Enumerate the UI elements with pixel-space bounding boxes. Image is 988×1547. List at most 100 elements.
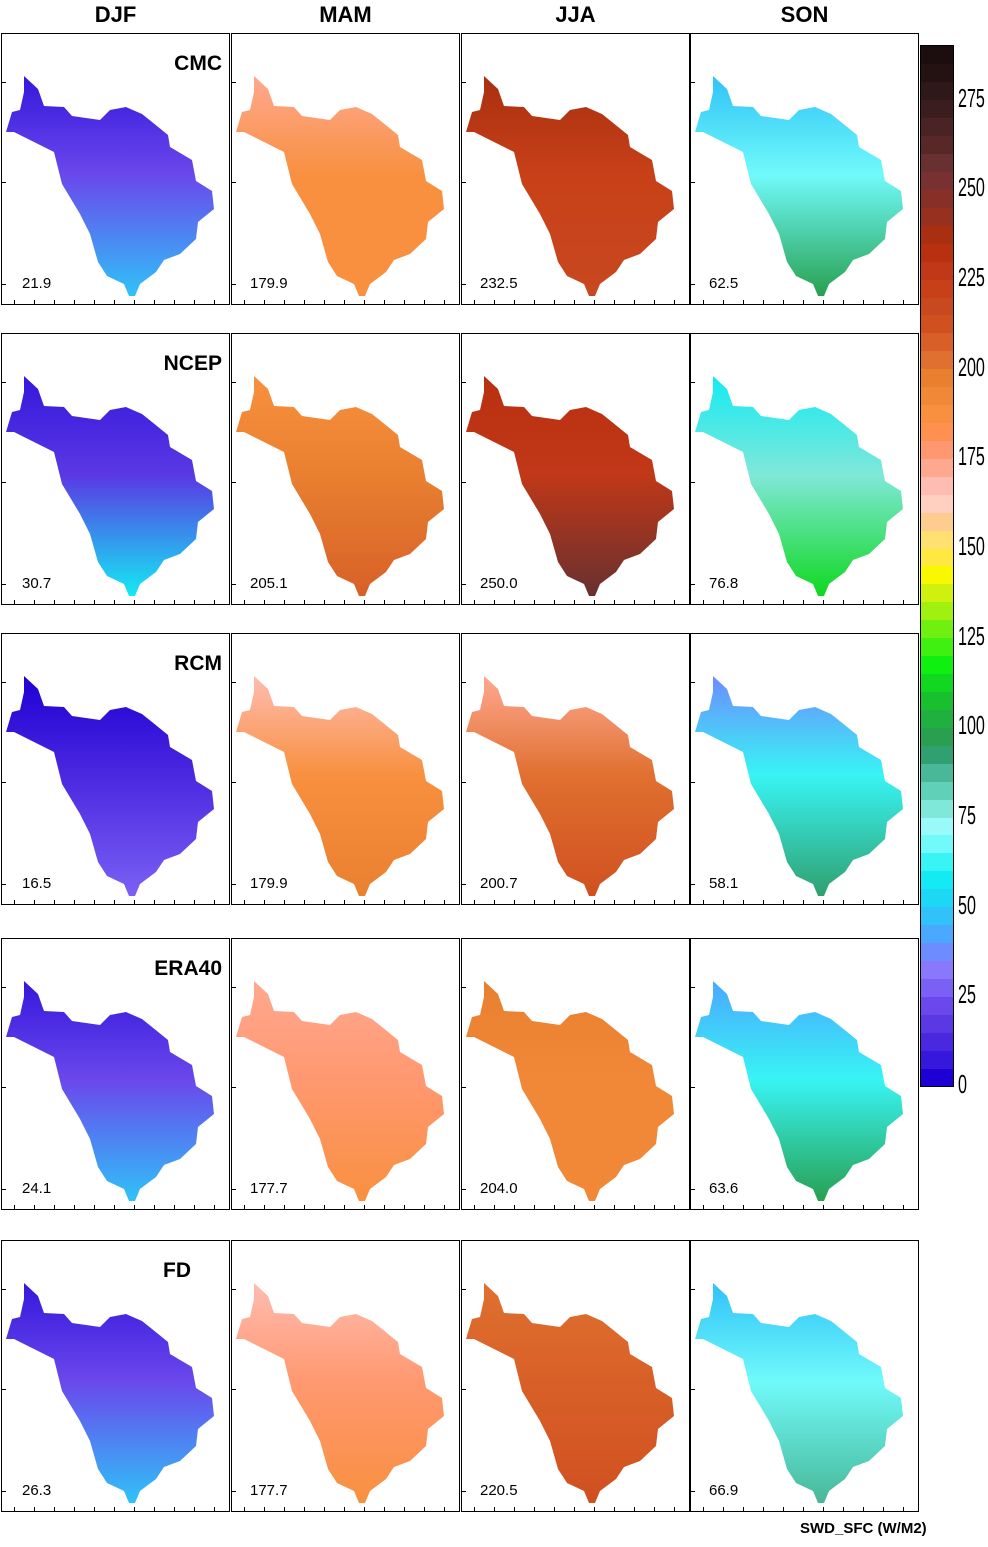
axis-tick <box>803 1507 804 1511</box>
axis-tick <box>883 1205 884 1209</box>
axis-tick <box>691 1189 695 1190</box>
colorbar-swatch <box>921 440 953 459</box>
axis-tick <box>34 1507 35 1511</box>
axis-tick <box>404 600 405 604</box>
colorbar-swatch <box>921 906 953 926</box>
axis-tick <box>34 300 35 304</box>
map-panel-rcm-son: 58.1 <box>690 633 919 905</box>
axis-tick <box>462 1189 466 1190</box>
model-label-rcm: RCM <box>174 652 222 675</box>
axis-tick <box>174 1205 175 1209</box>
axis-tick <box>514 300 515 304</box>
axis-tick <box>232 1491 236 1492</box>
colorbar-swatch <box>921 566 953 585</box>
axis-tick <box>634 1205 635 1209</box>
axis-tick <box>843 1205 844 1209</box>
colorbar-swatch <box>921 46 953 65</box>
axis-tick <box>534 300 535 304</box>
axis-tick <box>863 900 864 904</box>
basin-map <box>236 76 444 296</box>
axis-tick <box>462 987 466 988</box>
colorbar-swatch <box>921 225 953 244</box>
axis-tick <box>344 600 345 604</box>
axis-tick <box>74 1507 75 1511</box>
axis-tick <box>674 600 675 604</box>
axis-tick <box>2 382 6 383</box>
colorbar-swatch <box>921 781 953 800</box>
axis-tick <box>743 1205 744 1209</box>
axis-tick <box>154 1507 155 1511</box>
colorbar-swatch <box>921 548 953 567</box>
axis-tick <box>883 900 884 904</box>
colorbar-swatch <box>921 1050 953 1069</box>
axis-tick <box>244 300 245 304</box>
colorbar-swatch <box>921 601 953 621</box>
colorbar-swatch <box>921 117 953 137</box>
axis-tick <box>703 600 704 604</box>
axis-tick <box>654 900 655 904</box>
basin-shape <box>236 76 444 296</box>
axis-tick <box>514 1507 515 1511</box>
axis-tick <box>344 300 345 304</box>
axis-tick <box>903 300 904 304</box>
axis-tick <box>174 600 175 604</box>
axis-tick <box>462 284 466 285</box>
axis-tick <box>883 300 884 304</box>
axis-tick <box>134 1507 135 1511</box>
axis-tick <box>763 1205 764 1209</box>
axis-tick <box>691 682 695 683</box>
axis-tick <box>723 1507 724 1511</box>
axis-tick <box>494 300 495 304</box>
area-mean-value: 66.9 <box>709 1482 739 1499</box>
colorbar-swatch <box>921 476 953 495</box>
axis-tick <box>2 82 6 83</box>
colorbar-swatch <box>921 924 953 944</box>
map-panel-cmc-djf: CMC 21.9 <box>1 33 230 305</box>
axis-tick <box>364 600 365 604</box>
axis-tick <box>462 584 466 585</box>
axis-tick <box>214 1507 215 1511</box>
axis-tick <box>424 600 425 604</box>
area-mean-value: 232.5 <box>480 275 518 292</box>
axis-tick <box>462 182 466 183</box>
axis-tick <box>534 900 535 904</box>
axis-tick <box>863 1507 864 1511</box>
axis-tick <box>803 900 804 904</box>
area-mean-value: 179.9 <box>250 275 288 292</box>
axis-tick <box>462 1491 466 1492</box>
colorbar-tick-label: 275 <box>958 82 985 113</box>
axis-tick <box>691 782 695 783</box>
axis-tick <box>462 1389 466 1390</box>
axis-tick <box>823 1507 824 1511</box>
axis-tick <box>54 300 55 304</box>
axis-tick <box>2 682 6 683</box>
axis-tick <box>823 900 824 904</box>
basin-map <box>466 981 674 1201</box>
axis-tick <box>903 1205 904 1209</box>
colorbar-swatch <box>921 763 953 782</box>
axis-tick <box>574 1507 575 1511</box>
axis-tick <box>404 300 405 304</box>
axis-tick <box>743 1507 744 1511</box>
axis-tick <box>2 884 6 885</box>
axis-tick <box>2 584 6 585</box>
axis-tick <box>54 600 55 604</box>
colorbar-swatch <box>921 135 953 155</box>
area-mean-value: 24.1 <box>22 1180 52 1197</box>
axis-tick <box>903 1507 904 1511</box>
basin-map <box>695 1283 903 1503</box>
axis-tick <box>703 1205 704 1209</box>
axis-tick <box>614 900 615 904</box>
axis-tick <box>763 300 764 304</box>
axis-tick <box>462 1289 466 1290</box>
axis-tick <box>474 1507 475 1511</box>
map-panel-era40-mam: 177.7 <box>231 938 460 1210</box>
axis-tick <box>74 300 75 304</box>
axis-tick <box>843 1507 844 1511</box>
axis-tick <box>232 284 236 285</box>
colorbar-swatch <box>921 530 953 549</box>
axis-tick <box>424 300 425 304</box>
axis-tick <box>534 1205 535 1209</box>
axis-tick <box>114 300 115 304</box>
axis-tick <box>843 300 844 304</box>
